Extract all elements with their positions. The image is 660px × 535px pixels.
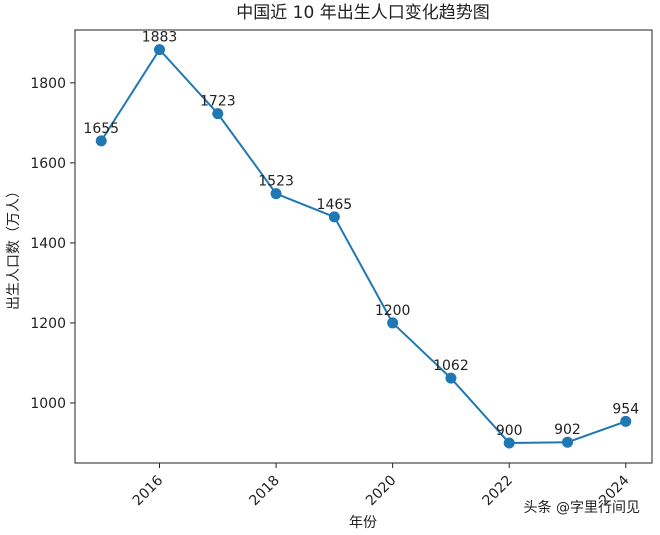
x-tick-label: 2016 <box>130 472 167 509</box>
y-tick-label: 1600 <box>30 156 66 172</box>
data-point <box>387 317 399 329</box>
x-tick-label: 2020 <box>363 473 400 510</box>
series-line <box>100 47 627 444</box>
data-point <box>212 108 224 120</box>
data-label: 1465 <box>317 197 353 213</box>
x-tick-label: 2018 <box>246 473 283 510</box>
data-label: 954 <box>612 401 639 417</box>
y-tick-label: 1000 <box>30 396 66 412</box>
data-label: 1523 <box>258 174 294 190</box>
data-label: 902 <box>554 422 581 438</box>
watermark: 头条 @字里行间见 <box>524 499 640 516</box>
data-label: 1062 <box>433 358 469 374</box>
data-point <box>270 188 282 200</box>
y-tick-label: 1400 <box>30 236 66 252</box>
data-label: 1723 <box>200 94 236 110</box>
data-point <box>328 211 340 223</box>
y-tick-label: 1200 <box>30 316 66 332</box>
x-axis-label: 年份 <box>349 515 377 531</box>
y-tick-label: 1800 <box>30 76 66 92</box>
data-label: 900 <box>496 423 523 439</box>
data-point <box>445 372 457 384</box>
x-tick-label: 2022 <box>480 473 517 510</box>
chart-title: 中国近 10 年出生人口变化趋势图 <box>236 3 489 23</box>
plot-frame <box>74 29 653 464</box>
data-point <box>561 436 573 448</box>
data-point <box>503 437 515 449</box>
data-label: 1200 <box>375 303 411 319</box>
data-point <box>95 135 107 147</box>
data-point <box>154 44 166 56</box>
data-label: 1883 <box>142 30 178 46</box>
data-point <box>620 415 632 427</box>
y-axis-label: 出生人口数（万人） <box>6 184 22 310</box>
data-label: 1655 <box>83 121 119 137</box>
